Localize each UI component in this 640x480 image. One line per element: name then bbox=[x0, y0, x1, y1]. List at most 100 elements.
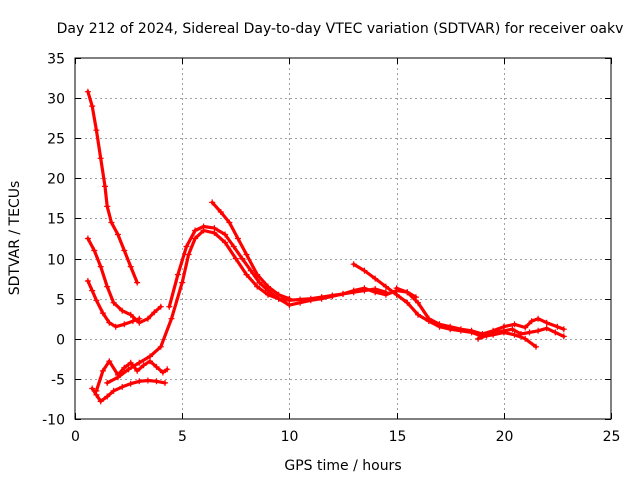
data-point-marker bbox=[217, 209, 224, 215]
data-point-marker bbox=[114, 374, 121, 381]
data-point-marker bbox=[192, 235, 199, 242]
x-tick-label: 5 bbox=[178, 429, 187, 445]
y-tick-label: 25 bbox=[47, 132, 65, 148]
y-tick-label: 0 bbox=[56, 333, 65, 349]
data-point-marker bbox=[89, 103, 96, 110]
grid-lines bbox=[75, 58, 611, 419]
data-point-marker bbox=[136, 378, 143, 385]
data-point-marker bbox=[329, 293, 336, 300]
series-arc-1 bbox=[84, 88, 141, 286]
data-point-marker bbox=[151, 309, 158, 316]
series-arc-7 bbox=[166, 223, 419, 310]
data-point-marker bbox=[393, 291, 400, 298]
x-tick-label: 20 bbox=[496, 429, 514, 445]
data-point-marker bbox=[511, 331, 518, 338]
data-point-marker bbox=[157, 303, 164, 310]
data-point-marker bbox=[475, 335, 482, 342]
data-point-marker bbox=[243, 271, 250, 278]
data-point-marker bbox=[247, 267, 254, 274]
data-point-marker bbox=[511, 321, 518, 328]
series-arc-5 bbox=[93, 358, 171, 394]
data-point-marker bbox=[275, 291, 282, 298]
series-trace bbox=[395, 286, 566, 336]
y-tick-label: -10 bbox=[42, 413, 65, 429]
data-point-marker bbox=[121, 364, 128, 371]
x-axis-tick-labels: 0 5 10 15 20 25 bbox=[71, 429, 620, 445]
data-point-marker bbox=[144, 377, 151, 384]
data-point-marker bbox=[121, 247, 128, 254]
y-tick-label: 15 bbox=[47, 212, 65, 228]
data-point-marker bbox=[108, 219, 115, 226]
data-point-marker bbox=[84, 235, 91, 242]
data-point-marker bbox=[560, 333, 567, 340]
data-point-marker bbox=[254, 283, 261, 290]
data-point-marker bbox=[97, 155, 104, 162]
y-axis-tick-labels: -10 -5 0 5 10 15 20 25 30 35 bbox=[42, 52, 65, 429]
data-point-marker bbox=[127, 311, 134, 318]
data-point-marker bbox=[286, 302, 293, 309]
data-point-marker bbox=[183, 243, 190, 250]
series-arc-9 bbox=[350, 261, 539, 350]
data-point-marker bbox=[307, 297, 314, 304]
data-point-marker bbox=[125, 366, 132, 373]
data-point-marker bbox=[99, 367, 106, 374]
series-arc-3 bbox=[84, 278, 143, 330]
series-arc-10 bbox=[393, 285, 567, 337]
data-point-marker bbox=[404, 289, 411, 296]
data-point-marker bbox=[425, 315, 432, 322]
data-point-marker bbox=[372, 289, 379, 296]
data-point-marker bbox=[97, 398, 104, 405]
data-point-marker bbox=[168, 315, 175, 322]
data-point-marker bbox=[232, 255, 239, 262]
y-tick-label: 5 bbox=[56, 293, 65, 309]
data-point-marker bbox=[97, 263, 104, 270]
data-point-marker bbox=[543, 319, 550, 326]
data-point-marker bbox=[140, 362, 147, 369]
data-point-marker bbox=[185, 251, 192, 258]
data-point-marker bbox=[340, 290, 346, 297]
x-tick-label: 15 bbox=[389, 429, 407, 445]
x-tick-label: 10 bbox=[281, 429, 299, 445]
data-point-marker bbox=[522, 335, 529, 342]
data-point-marker bbox=[230, 243, 237, 250]
y-tick-label: 30 bbox=[47, 92, 65, 108]
data-point-marker bbox=[127, 359, 134, 366]
data-point-marker bbox=[110, 387, 117, 394]
data-point-marker bbox=[147, 353, 153, 360]
data-point-marker bbox=[174, 271, 181, 278]
axis-ticks bbox=[75, 58, 612, 420]
series-trace bbox=[352, 262, 538, 349]
data-point-marker bbox=[93, 387, 100, 394]
data-point-marker bbox=[361, 285, 368, 292]
data-point-marker bbox=[153, 363, 160, 370]
data-point-marker bbox=[297, 299, 304, 306]
data-point-marker bbox=[265, 283, 271, 290]
data-point-marker bbox=[415, 311, 421, 318]
data-point-marker bbox=[127, 263, 134, 270]
data-point-marker bbox=[382, 291, 389, 298]
data-point-marker bbox=[112, 323, 119, 330]
data-point-marker bbox=[179, 279, 186, 286]
data-point-marker bbox=[102, 183, 108, 190]
series-arc-11 bbox=[475, 325, 567, 342]
series-arc-8 bbox=[209, 199, 293, 302]
x-tick-label: 25 bbox=[603, 429, 621, 445]
data-point-marker bbox=[110, 299, 117, 306]
series-trace bbox=[210, 200, 291, 301]
data-point-marker bbox=[535, 315, 542, 322]
y-tick-label: -5 bbox=[51, 373, 65, 389]
data-series bbox=[84, 88, 567, 405]
data-point-marker bbox=[192, 227, 199, 234]
data-point-marker bbox=[554, 323, 561, 330]
data-point-marker bbox=[361, 267, 368, 274]
data-point-marker bbox=[560, 326, 567, 333]
data-point-marker bbox=[159, 369, 166, 376]
series-arc-2 bbox=[84, 235, 164, 326]
data-point-marker bbox=[533, 343, 539, 350]
data-point-marker bbox=[543, 325, 550, 332]
data-point-marker bbox=[119, 307, 126, 314]
data-point-marker bbox=[93, 297, 100, 304]
data-point-marker bbox=[99, 310, 106, 317]
y-axis-label: SDTVAR / TECUs bbox=[7, 181, 23, 296]
